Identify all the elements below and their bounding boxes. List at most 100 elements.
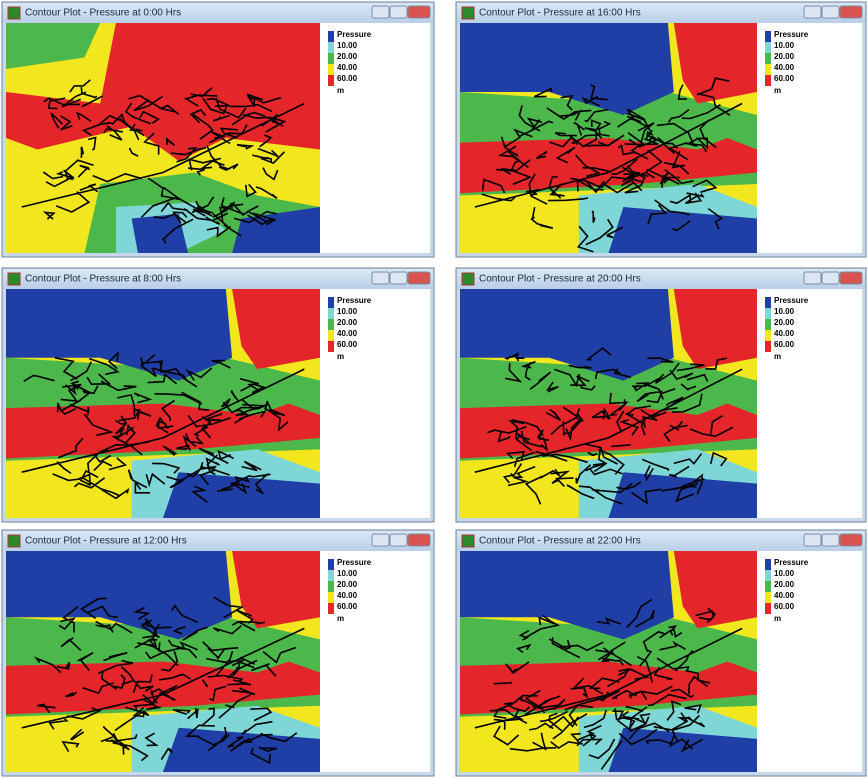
window: Contour Plot - Pressure at 0:00 Hrs Press… (2, 2, 434, 257)
contour-plot (6, 289, 320, 518)
window-title: Contour Plot - Pressure at 12:00 Hrs (25, 536, 187, 547)
legend-label: 10.00 (337, 41, 358, 50)
legend-swatch (328, 297, 334, 308)
legend-swatch (328, 341, 334, 352)
minimize-button[interactable] (804, 534, 821, 546)
close-button[interactable] (408, 272, 430, 284)
minimize-button[interactable] (804, 272, 821, 284)
legend-swatch (765, 341, 771, 352)
legend-unit: m (774, 614, 781, 623)
legend-label: 10.00 (774, 307, 795, 316)
maximize-button[interactable] (390, 272, 407, 284)
legend-label: 60.00 (337, 602, 358, 611)
legend-label: 10.00 (337, 307, 358, 316)
legend-label: 40.00 (774, 591, 795, 600)
legend-unit: m (774, 86, 781, 95)
legend-swatch (765, 581, 771, 592)
window: Contour Plot - Pressure at 8:00 Hrs Press… (2, 268, 434, 522)
close-button[interactable] (408, 6, 430, 18)
legend-title: Pressure (774, 296, 809, 305)
close-button[interactable] (840, 272, 862, 284)
legend-swatch (765, 319, 771, 330)
window-title: Contour Plot - Pressure at 16:00 Hrs (479, 8, 641, 19)
legend-swatch (328, 592, 334, 603)
window: Contour Plot - Pressure at 12:00 Hrs Pres… (2, 530, 434, 776)
legend-unit: m (337, 352, 344, 361)
legend-swatch (765, 42, 771, 53)
legend-title: Pressure (337, 296, 372, 305)
legend-swatch (765, 308, 771, 319)
app-icon (8, 7, 20, 19)
maximize-button[interactable] (822, 534, 839, 546)
legend-label: 40.00 (337, 591, 358, 600)
legend-label: 60.00 (337, 340, 358, 349)
contour-region (460, 202, 579, 253)
legend-swatch (328, 75, 334, 86)
window-title: Contour Plot - Pressure at 22:00 Hrs (479, 536, 641, 547)
legend-swatch (328, 308, 334, 319)
close-button[interactable] (840, 6, 862, 18)
contour-plot (460, 23, 757, 253)
app-icon (462, 535, 474, 547)
legend-label: 60.00 (337, 74, 358, 83)
contour-plot (6, 551, 320, 772)
legend-swatch (765, 53, 771, 64)
legend-swatch (328, 559, 334, 570)
legend-label: 10.00 (337, 569, 358, 578)
legend-label: 40.00 (337, 329, 358, 338)
screenshot: Contour Plot - Pressure at 0:00 Hrs Press… (0, 0, 868, 778)
maximize-button[interactable] (390, 534, 407, 546)
legend-swatch (328, 53, 334, 64)
legend-label: 10.00 (774, 41, 795, 50)
legend-label: 60.00 (774, 74, 795, 83)
window-title: Contour Plot - Pressure at 8:00 Hrs (25, 274, 181, 285)
legend-swatch (765, 64, 771, 75)
legend-unit: m (337, 614, 344, 623)
legend-label: 40.00 (774, 329, 795, 338)
legend-label: 20.00 (337, 318, 358, 327)
close-button[interactable] (840, 534, 862, 546)
window-title: Contour Plot - Pressure at 0:00 Hrs (25, 8, 181, 19)
legend-swatch (765, 31, 771, 42)
legend-unit: m (774, 352, 781, 361)
window: Contour Plot - Pressure at 22:00 HrsPres… (456, 530, 866, 776)
legend-swatch (328, 64, 334, 75)
legend-swatch (765, 603, 771, 614)
window: Contour Plot - Pressure at 16:00 Hrs Pres… (456, 2, 866, 257)
legend-label: 60.00 (774, 602, 795, 611)
minimize-button[interactable] (372, 272, 389, 284)
window: Contour Plot - Pressure at 20:00 Hrs Pres… (456, 268, 866, 522)
legend-swatch (328, 330, 334, 341)
legend-swatch (328, 31, 334, 42)
legend-title: Pressure (337, 30, 372, 39)
legend-label: 10.00 (774, 569, 795, 578)
legend-swatch (328, 603, 334, 614)
legend-swatch (765, 592, 771, 603)
legend-unit: m (337, 86, 344, 95)
legend-swatch (328, 319, 334, 330)
legend-swatch (765, 75, 771, 86)
legend-swatch (328, 42, 334, 53)
maximize-button[interactable] (822, 272, 839, 284)
contour-region (6, 723, 132, 772)
legend-swatch (328, 570, 334, 581)
legend-label: 20.00 (774, 52, 795, 61)
contour-plot (460, 289, 757, 518)
minimize-button[interactable] (372, 6, 389, 18)
minimize-button[interactable] (372, 534, 389, 546)
contour-plot (460, 551, 757, 772)
legend-label: 40.00 (774, 63, 795, 72)
maximize-button[interactable] (390, 6, 407, 18)
app-icon (8, 535, 20, 547)
close-button[interactable] (408, 534, 430, 546)
legend-swatch (765, 559, 771, 570)
legend-swatch (765, 570, 771, 581)
legend-label: 40.00 (337, 63, 358, 72)
contour-plot (6, 23, 320, 253)
minimize-button[interactable] (804, 6, 821, 18)
app-icon (462, 7, 474, 19)
legend-title: Pressure (337, 558, 372, 567)
window-title: Contour Plot - Pressure at 20:00 Hrs (479, 274, 641, 285)
legend-title: Pressure (774, 30, 809, 39)
maximize-button[interactable] (822, 6, 839, 18)
